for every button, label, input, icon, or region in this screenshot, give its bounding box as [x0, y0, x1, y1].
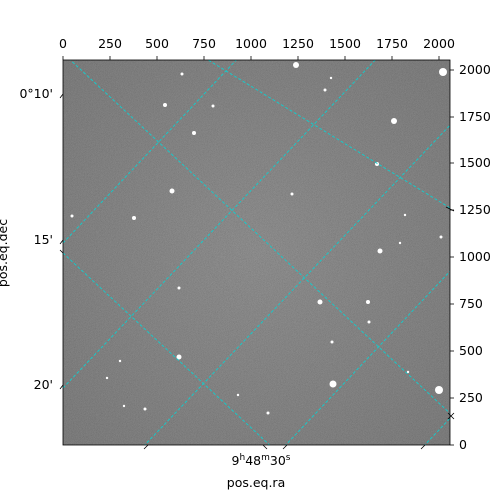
top-tick-label: 750 — [192, 36, 216, 51]
star — [122, 404, 126, 408]
top-tick-label: 250 — [98, 36, 122, 51]
dec-tick-label: 0°10' — [19, 86, 53, 101]
star — [180, 72, 184, 76]
left-ticks — [59, 93, 64, 390]
x-axis-label: pos.eq.ra — [227, 475, 285, 490]
dec-tick-label: 20' — [34, 377, 53, 392]
ra-tick-label: 9h48m30s — [232, 453, 291, 468]
ra-grid-line — [63, 60, 376, 389]
right-tick-label: 2000 — [459, 62, 491, 77]
star — [176, 354, 182, 360]
top-pixel-axis: 0 250 500 750 1000 1250 1500 1750 2000 — [59, 36, 455, 60]
ra-grid-line — [285, 270, 450, 445]
right-wcs-ticks — [445, 206, 455, 420]
star — [439, 235, 443, 239]
top-tick-label: 1250 — [282, 36, 314, 51]
star — [118, 359, 122, 363]
right-tick-label: 1500 — [459, 155, 491, 170]
star — [403, 213, 407, 217]
star — [143, 407, 147, 411]
coordinate-grid — [63, 60, 450, 445]
top-tick-label: 2000 — [423, 36, 455, 51]
star-field — [70, 62, 447, 415]
star — [169, 188, 175, 194]
sky-shading — [63, 60, 450, 445]
star — [406, 370, 410, 374]
ra-grid-line — [63, 60, 237, 244]
star — [366, 300, 370, 304]
star — [439, 68, 447, 76]
star — [177, 286, 181, 290]
bottom-ra-axis: 9h48m30s pos.eq.ra — [143, 444, 426, 490]
star — [132, 216, 136, 220]
dec-tick-label: 15' — [34, 232, 53, 247]
bottom-ticks — [143, 444, 426, 450]
top-tick-label: 1750 — [376, 36, 408, 51]
star — [293, 62, 299, 68]
star — [398, 241, 402, 245]
ra-grid-line — [144, 124, 450, 445]
top-tick-label: 1500 — [329, 36, 361, 51]
right-tick-label: 1250 — [459, 202, 491, 217]
star — [70, 214, 74, 218]
y-axis-label: pos.eq.dec — [0, 219, 10, 287]
star — [367, 320, 371, 324]
star — [290, 192, 294, 196]
star — [266, 411, 270, 415]
right-ticks — [450, 69, 454, 446]
star — [236, 393, 240, 397]
star — [377, 248, 383, 254]
right-tick-label: 750 — [459, 296, 483, 311]
right-tick-label: 250 — [459, 390, 483, 405]
star — [330, 340, 334, 344]
top-tick-label: 1000 — [235, 36, 267, 51]
right-tick-label: 500 — [459, 343, 483, 358]
dec-grid-line — [63, 252, 271, 445]
star — [192, 131, 196, 135]
right-pixel-axis: 0 250 500 750 1000 1250 1500 1750 2000 — [445, 62, 491, 452]
top-tick-label: 0 — [59, 36, 67, 51]
top-ticks — [62, 56, 440, 60]
star — [323, 88, 327, 92]
right-tick-label: 1000 — [459, 249, 491, 264]
ra-grid-line — [424, 417, 450, 445]
top-tick-label: 500 — [145, 36, 169, 51]
star — [163, 103, 167, 107]
star — [329, 380, 337, 388]
right-tick-label: 0 — [459, 437, 467, 452]
left-dec-axis: 0°10' 15' 20' pos.eq.dec — [0, 86, 64, 392]
star — [105, 376, 109, 380]
star — [435, 386, 443, 394]
dec-grid-line — [69, 60, 450, 415]
star — [391, 118, 397, 124]
star — [211, 104, 215, 108]
star — [329, 76, 333, 80]
image-panel — [62, 59, 451, 446]
star — [317, 299, 323, 305]
right-tick-label: 1750 — [459, 109, 491, 124]
